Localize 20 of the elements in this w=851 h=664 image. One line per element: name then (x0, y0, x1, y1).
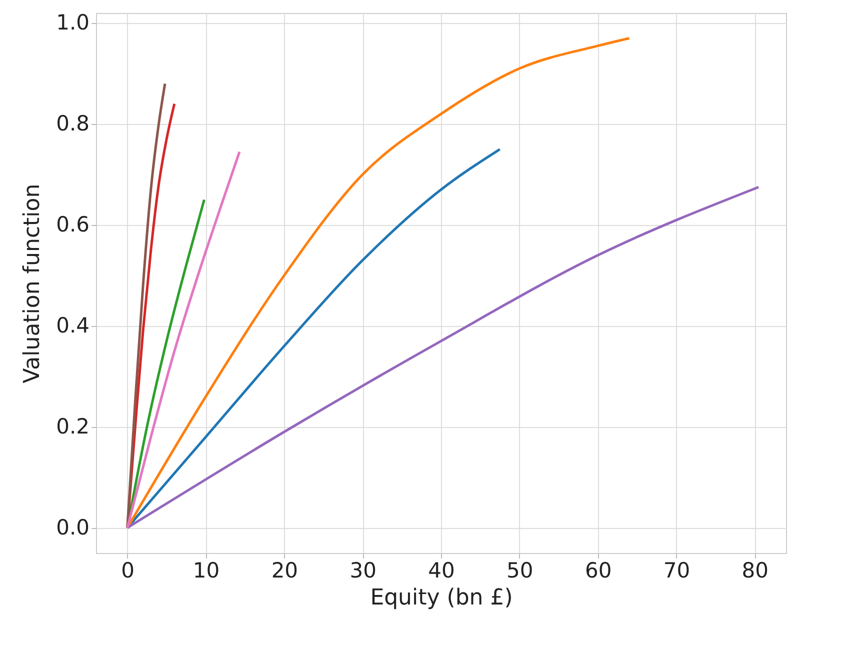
line-series (126, 186, 760, 530)
x-tick-label: 10 (192, 558, 220, 582)
x-tick-label: 0 (121, 558, 135, 582)
y-tick-label: 0.0 (56, 515, 90, 540)
x-tick-label: 60 (584, 558, 612, 582)
y-tick-label: 0.8 (56, 112, 90, 136)
x-tick-label: 20 (271, 558, 298, 582)
x-tick-label: 50 (506, 558, 534, 582)
y-axis-title: Valuation function (20, 184, 46, 384)
y-tick-label: 0.2 (56, 414, 90, 438)
x-tick-label: 80 (742, 558, 769, 582)
x-tick-label: 70 (663, 558, 690, 582)
y-tick-label: 1.0 (56, 10, 90, 35)
x-axis-title: Equity (bn £) (370, 586, 513, 610)
x-tick-label: 40 (428, 558, 455, 582)
x-tick-label: 30 (350, 558, 376, 582)
line-series (126, 150, 241, 530)
y-tick-label: 0.4 (56, 313, 90, 338)
line-series (126, 82, 166, 530)
y-tick-label: 0.6 (56, 212, 90, 236)
